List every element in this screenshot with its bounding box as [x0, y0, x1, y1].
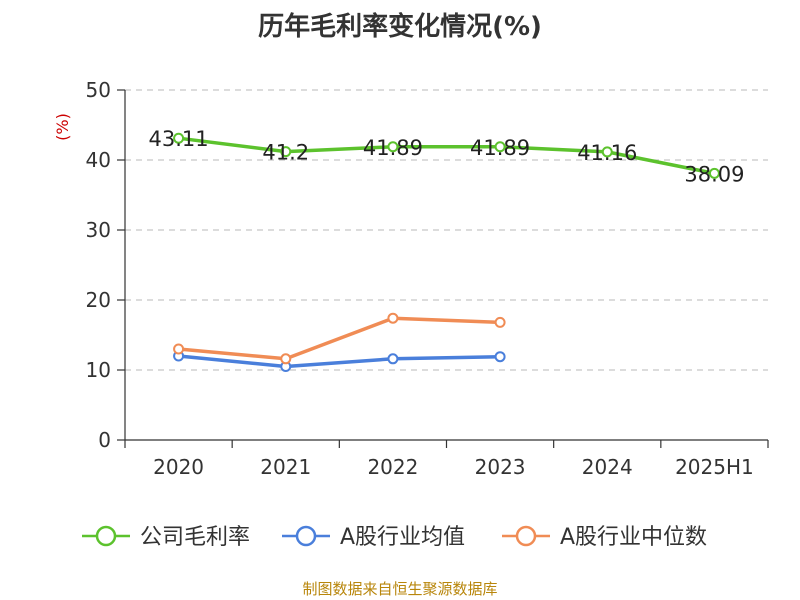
legend-item[interactable]: 公司毛利率	[82, 525, 250, 550]
x-tick-label: 2022	[367, 455, 418, 479]
source-note: 制图数据来自恒生聚源数据库	[302, 580, 498, 598]
y-tick-label: 50	[86, 78, 111, 102]
legend-marker-icon	[515, 525, 537, 547]
data-label: 38.09	[684, 162, 744, 186]
series-lines	[173, 132, 720, 372]
data-point	[494, 351, 506, 363]
axes: 0 10 20 30 40 50 (%) 2020 2021 2022 2023 2024 2025H1	[53, 78, 769, 479]
series-line	[176, 136, 717, 176]
legend-item[interactable]: A股行业均值	[282, 525, 465, 550]
data-point	[173, 343, 185, 355]
y-tick-label: 40	[86, 148, 111, 172]
x-tick-label: 2020	[153, 455, 204, 479]
data-point	[494, 141, 506, 153]
chart-title: 历年毛利率变化情况(%)	[258, 12, 542, 42]
data-point	[387, 312, 399, 324]
legend-marker-icon	[295, 525, 317, 547]
y-axis-unit-label: (%)	[53, 113, 72, 141]
data-label: 41.2	[262, 141, 309, 165]
grid-lines	[125, 89, 768, 371]
y-tick-label: 10	[86, 358, 111, 382]
series-line	[176, 354, 502, 369]
legend[interactable]: 公司毛利率 A股行业均值 A股行业中位数	[82, 525, 707, 550]
y-tick-label: 20	[86, 288, 111, 312]
x-tick-label: 2025H1	[675, 455, 754, 479]
data-point	[387, 141, 399, 153]
data-label: 41.16	[577, 141, 637, 165]
data-labels: 43.11 41.2 41.89 41.89 41.16 38.09	[149, 127, 745, 186]
data-label: 41.89	[470, 136, 530, 160]
x-tick-label: 2021	[260, 455, 311, 479]
data-point	[387, 353, 399, 365]
x-tick-label: 2023	[475, 455, 526, 479]
legend-item[interactable]: A股行业中位数	[502, 525, 707, 550]
data-point	[280, 353, 292, 365]
data-label: 41.89	[363, 136, 423, 160]
legend-label: A股行业均值	[340, 525, 465, 550]
data-point	[601, 146, 613, 158]
y-tick-label: 30	[86, 218, 111, 242]
data-point	[280, 146, 292, 158]
data-label: 43.11	[149, 127, 209, 151]
data-point	[494, 316, 506, 328]
x-tick-label: 2024	[582, 455, 633, 479]
data-point	[173, 132, 185, 144]
legend-label: 公司毛利率	[140, 525, 250, 550]
data-point	[708, 167, 720, 179]
legend-marker-icon	[95, 525, 117, 547]
y-tick-label: 0	[98, 428, 111, 452]
legend-label: A股行业中位数	[560, 525, 707, 550]
series-line	[176, 316, 502, 361]
